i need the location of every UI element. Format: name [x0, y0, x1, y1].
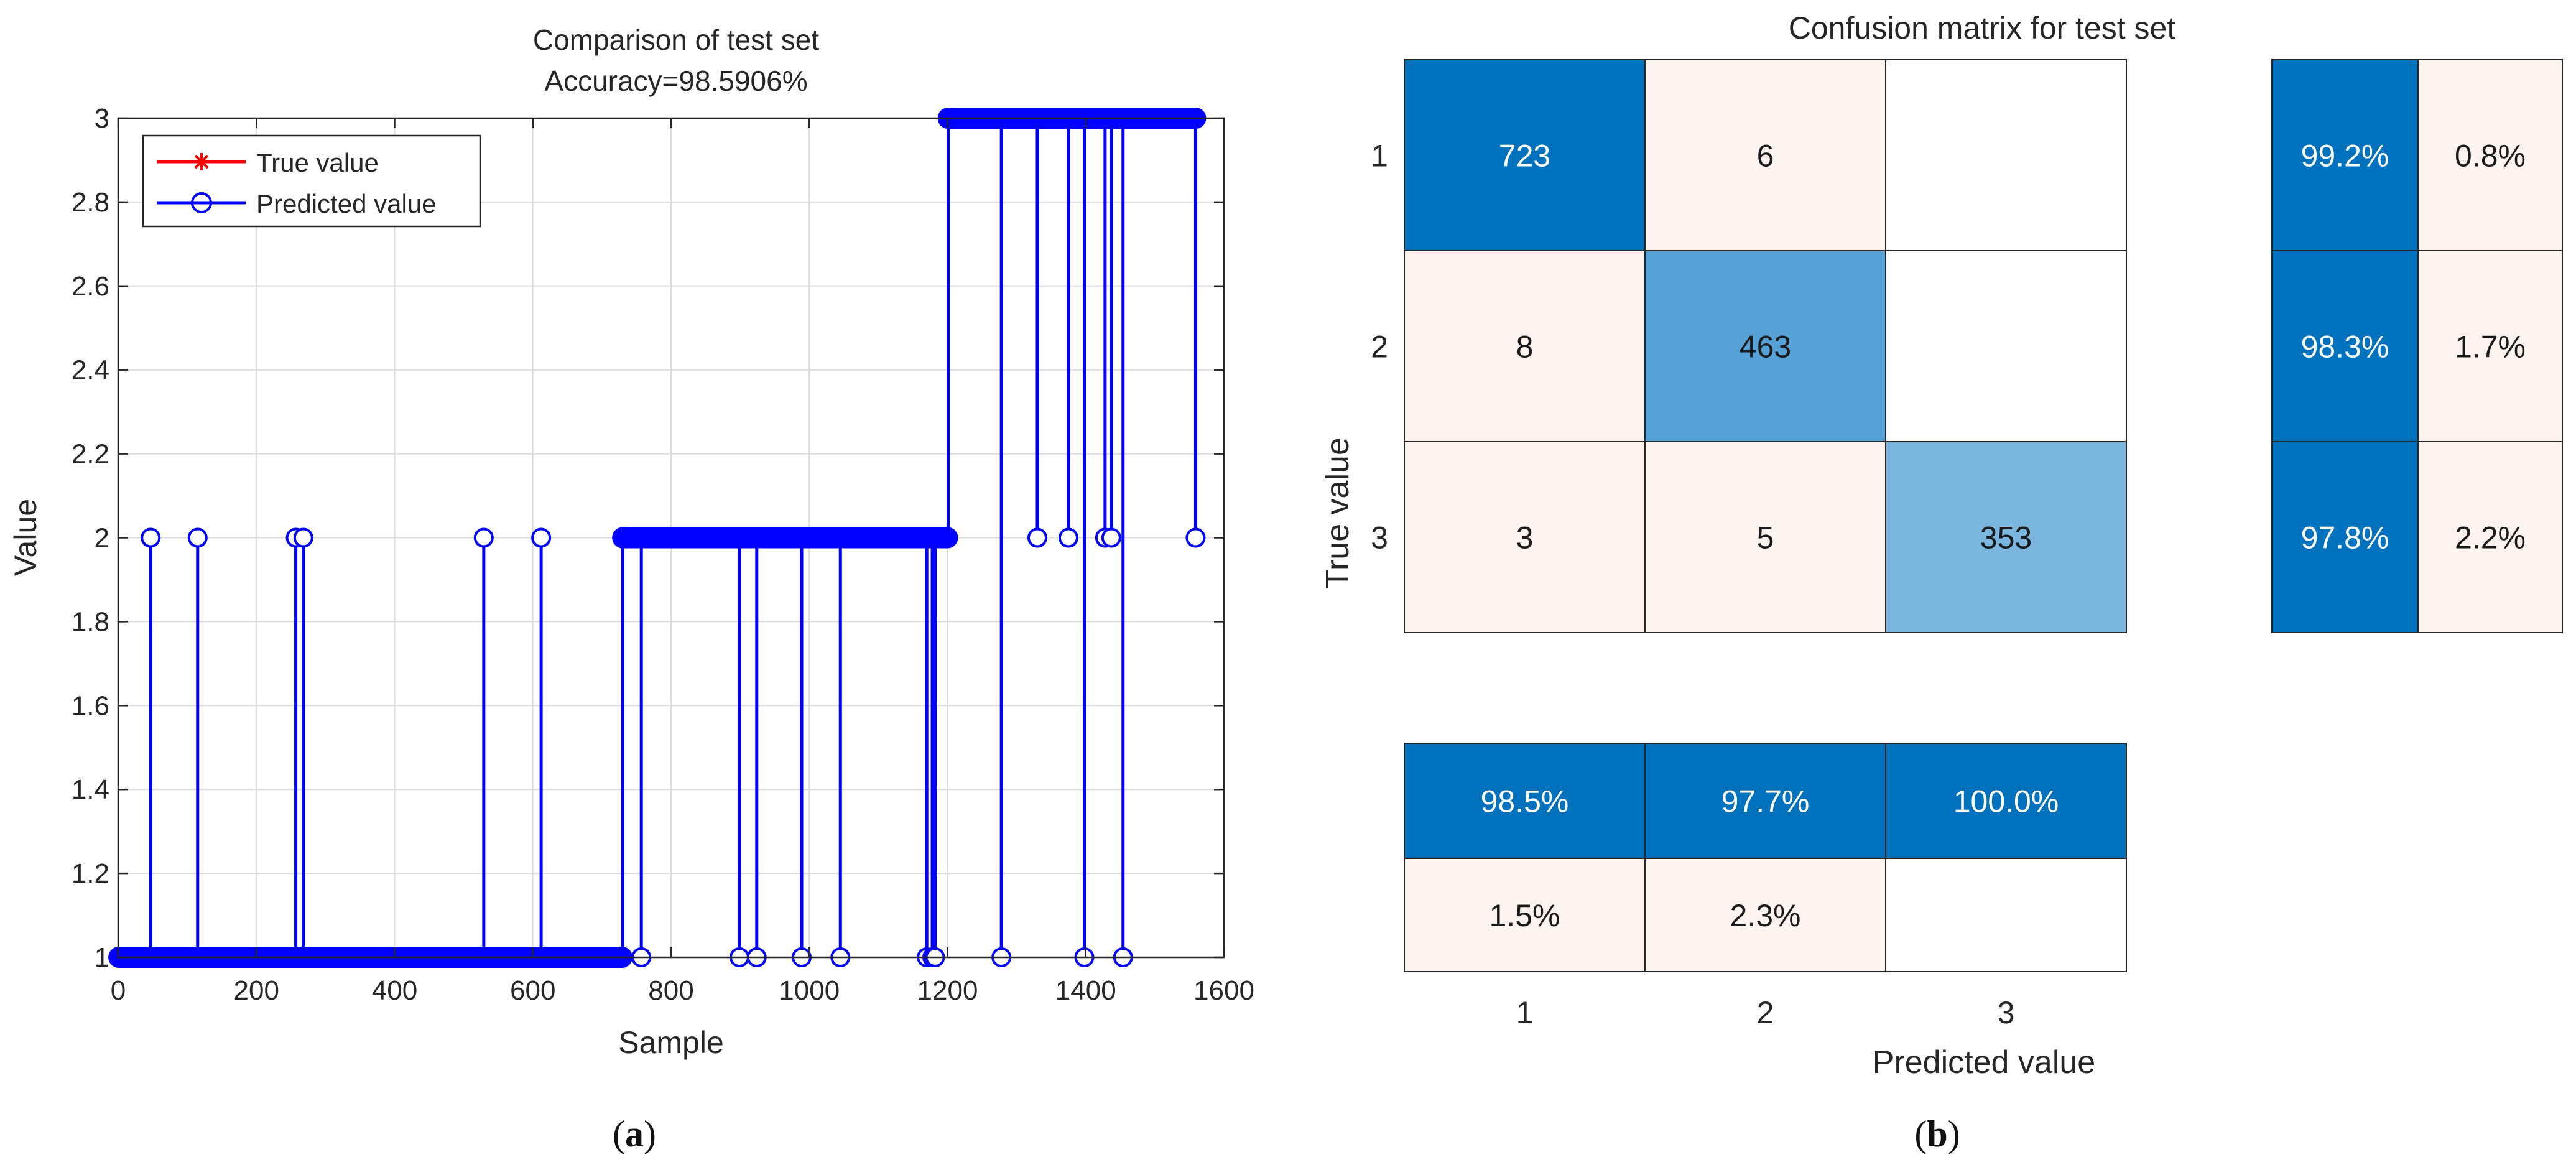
row-summary-cell — [2417, 250, 2563, 442]
column-summary-cell — [1885, 743, 2127, 859]
column-tick-label: 2 — [1757, 995, 1774, 1030]
legend-box — [142, 134, 481, 228]
matrix-cell — [1644, 59, 1886, 251]
y-tick-label: 1.2 — [72, 858, 109, 889]
row-summary-value: 2.2% — [2455, 521, 2526, 555]
confusion-matrix-tick-labels: 1 1 2 2 3 3 — [1371, 139, 2014, 1031]
legend-pred-marker — [191, 192, 212, 213]
column-tick-label: 1 — [1516, 995, 1534, 1030]
row-summary-cells: 99.2% 0.8% 98.3% 1.7% 97.8% 2.2% — [2271, 59, 2563, 633]
x-tick-label: 1400 — [1055, 975, 1116, 1006]
confusion-matrix-xlabel: Predicted value — [1873, 1044, 2095, 1080]
predicted-point — [1101, 527, 1121, 548]
matrix-cell-value: 723 — [1499, 139, 1550, 174]
y-tick-label: 2.2 — [72, 439, 109, 470]
row-tick-label: 1 — [1371, 139, 1388, 174]
predicted-point — [141, 527, 161, 548]
x-tick-label: 0 — [111, 975, 126, 1006]
matrix-cell — [1404, 59, 1646, 251]
x-tick-label: 1200 — [917, 975, 978, 1006]
x-tick-label: 600 — [510, 975, 555, 1006]
legend-true-marker — [193, 153, 210, 170]
matrix-cell-value: 6 — [1757, 139, 1774, 174]
matrix-cell — [1885, 441, 2127, 633]
y-tick-label: 2.6 — [72, 271, 109, 302]
matrix-cell — [1885, 59, 2127, 251]
column-summary-cell — [1644, 858, 1886, 972]
predicted-point — [1185, 527, 1206, 548]
row-summary-cell — [2271, 250, 2419, 442]
confusion-matrix-ylabel: True value — [1320, 437, 1356, 589]
predicted-point — [1058, 527, 1078, 548]
line-chart-subtitle: Accuracy=98.5906% — [544, 65, 807, 97]
column-summary-cell — [1644, 743, 1886, 859]
predicted-point — [531, 527, 552, 548]
matrix-cell — [1885, 250, 2127, 442]
column-summary-value: 98.5% — [1481, 784, 1569, 819]
matrix-cell-value: 5 — [1757, 521, 1774, 555]
line-chart-title: Comparison of test set — [533, 24, 819, 56]
row-summary-value: 0.8% — [2455, 139, 2526, 174]
x-tick-label: 1600 — [1193, 975, 1254, 1006]
x-tick-label: 800 — [648, 975, 693, 1006]
row-tick-label: 3 — [1371, 521, 1388, 555]
row-summary-cell — [2271, 441, 2419, 633]
predicted-point — [473, 527, 494, 548]
predicted-point — [187, 527, 208, 548]
row-tick-label: 2 — [1371, 330, 1388, 365]
predicted-point — [293, 527, 313, 548]
row-summary-cell — [2417, 59, 2563, 251]
y-tick-label: 2.8 — [72, 187, 109, 218]
y-tick-label: 2.4 — [72, 355, 109, 386]
row-summary-value: 97.8% — [2301, 521, 2389, 555]
panel-label-b: (b) — [1914, 1113, 1960, 1154]
panel-label-a: (a) — [613, 1113, 656, 1154]
matrix-cell — [1404, 250, 1646, 442]
confusion-matrix-title: Confusion matrix for test set — [1789, 11, 2176, 45]
column-summary-value: 100.0% — [1953, 784, 2059, 819]
line-chart-ticks: 0 200 400 600 800 1000 1200 1400 1600 1 1.2 1.4 1.6 1… — [72, 103, 1254, 1006]
line-chart-xlabel: Sample — [618, 1025, 724, 1060]
column-summary-cell — [1885, 858, 2127, 972]
line-chart-panel: Comparison of test set Accuracy=98.5906%… — [8, 24, 1254, 1154]
matrix-cell — [1644, 441, 1886, 633]
x-tick-label: 1000 — [779, 975, 840, 1006]
column-tick-label: 3 — [1998, 995, 2015, 1030]
y-tick-label: 1.8 — [72, 606, 109, 637]
column-summary-value: 1.5% — [1490, 898, 1560, 933]
predicted-point — [1027, 527, 1047, 548]
row-summary-cell — [2417, 441, 2563, 633]
row-summary-cell — [2271, 59, 2419, 251]
panel-label-a-letter: a — [625, 1113, 644, 1154]
row-summary-value: 99.2% — [2301, 139, 2389, 174]
legend-true-label: True value — [256, 148, 379, 177]
y-tick-label: 2 — [95, 523, 109, 554]
line-chart-ylabel: Value — [8, 499, 43, 576]
column-summary-value: 2.3% — [1730, 898, 1801, 933]
matrix-cell-value: 8 — [1516, 330, 1534, 365]
row-summary-value: 1.7% — [2455, 330, 2526, 365]
line-chart-series — [108, 108, 1207, 968]
matrix-cell-value: 463 — [1740, 330, 1791, 365]
x-tick-label: 200 — [234, 975, 279, 1006]
y-tick-label: 1.4 — [72, 774, 109, 805]
y-tick-label: 3 — [95, 103, 109, 134]
matrix-cell-value: 3 — [1516, 521, 1534, 555]
column-summary-cell — [1404, 743, 1646, 859]
matrix-cell-value: 353 — [1980, 521, 2032, 555]
y-tick-label: 1.6 — [72, 690, 109, 721]
column-summary-value: 97.7% — [1721, 784, 1810, 819]
column-summary-cells: 98.5% 97.7% 100.0% 1.5% 2.3% — [1404, 743, 2127, 972]
line-chart-legend: True value Predicted value — [142, 134, 481, 228]
panel-label-b-letter: b — [1927, 1113, 1947, 1154]
x-tick-label: 400 — [372, 975, 417, 1006]
matrix-cell — [1404, 441, 1646, 633]
legend-pred-label: Predicted value — [256, 189, 437, 218]
row-summary-value: 98.3% — [2301, 330, 2389, 365]
y-tick-label: 1 — [95, 942, 109, 973]
